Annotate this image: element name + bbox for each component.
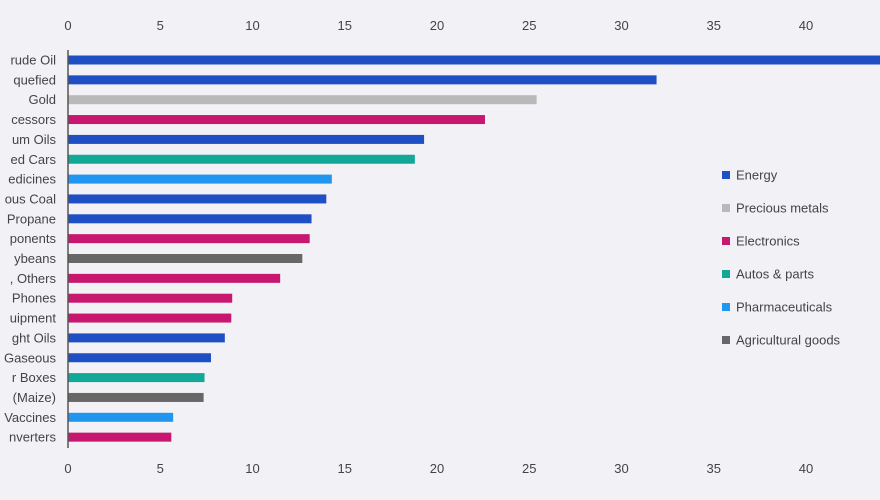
bar: [68, 55, 880, 65]
bar: [68, 313, 232, 323]
x-tick-label-bottom: 30: [614, 461, 628, 476]
x-tick-label-top: 15: [338, 18, 352, 33]
category-label: , Others: [10, 271, 57, 286]
x-tick-label-top: 0: [64, 18, 71, 33]
x-tick-label-top: 10: [245, 18, 259, 33]
x-tick-label-bottom: 20: [430, 461, 444, 476]
bar: [68, 194, 327, 204]
x-tick-label-bottom: 35: [707, 461, 721, 476]
x-tick-label-top: 30: [614, 18, 628, 33]
legend-label: Autos & parts: [736, 267, 815, 282]
legend-label: Precious metals: [736, 201, 829, 216]
bar: [68, 154, 415, 164]
category-label: cessors: [11, 112, 56, 127]
bar: [68, 273, 281, 283]
category-label: Phones: [12, 291, 57, 306]
category-label: quefied: [13, 72, 56, 87]
category-label: ght Oils: [12, 330, 57, 345]
legend-swatch: [722, 237, 730, 245]
legend-swatch: [722, 303, 730, 311]
bar: [68, 75, 657, 85]
category-label: Propane: [7, 211, 56, 226]
x-tick-label-bottom: 0: [64, 461, 71, 476]
bar: [68, 234, 310, 244]
bar: [68, 412, 174, 422]
legend-swatch: [722, 270, 730, 278]
x-tick-label-bottom: 10: [245, 461, 259, 476]
category-label: Vaccines: [4, 410, 56, 425]
bar: [68, 174, 332, 184]
category-label: ed Cars: [10, 152, 56, 167]
bar: [68, 95, 537, 105]
category-label: Gold: [29, 92, 56, 107]
x-tick-label-top: 5: [157, 18, 164, 33]
x-tick-label-top: 40: [799, 18, 813, 33]
x-tick-label-top: 35: [707, 18, 721, 33]
legend-label: Agricultural goods: [736, 333, 841, 348]
category-label: uipment: [10, 311, 57, 326]
x-tick-label-bottom: 15: [338, 461, 352, 476]
bar: [68, 115, 485, 125]
legend-label: Pharmaceuticals: [736, 300, 833, 315]
x-tick-label-top: 20: [430, 18, 444, 33]
legend-label: Electronics: [736, 234, 800, 249]
bar: [68, 293, 233, 303]
category-label: ponents: [10, 231, 57, 246]
category-label: Gaseous: [4, 350, 57, 365]
bar: [68, 134, 425, 144]
category-label: um Oils: [12, 132, 57, 147]
category-label: ous Coal: [5, 191, 56, 206]
category-label: edicines: [8, 172, 56, 187]
bar: [68, 373, 205, 383]
category-label: ybeans: [14, 251, 56, 266]
category-label: (Maize): [13, 390, 56, 405]
x-tick-label-bottom: 5: [157, 461, 164, 476]
bar: [68, 432, 172, 442]
bar: [68, 333, 225, 343]
bar: [68, 392, 204, 402]
x-tick-label-bottom: 25: [522, 461, 536, 476]
category-label: nverters: [9, 430, 56, 445]
category-label: r Boxes: [12, 370, 57, 385]
x-tick-label-bottom: 40: [799, 461, 813, 476]
category-label: rude Oil: [10, 53, 56, 68]
legend-swatch: [722, 204, 730, 212]
x-tick-label-top: 25: [522, 18, 536, 33]
bar: [68, 353, 211, 363]
legend-swatch: [722, 336, 730, 344]
legend-label: Energy: [736, 168, 778, 183]
legend-swatch: [722, 171, 730, 179]
bar: [68, 214, 312, 224]
bar: [68, 254, 303, 263]
